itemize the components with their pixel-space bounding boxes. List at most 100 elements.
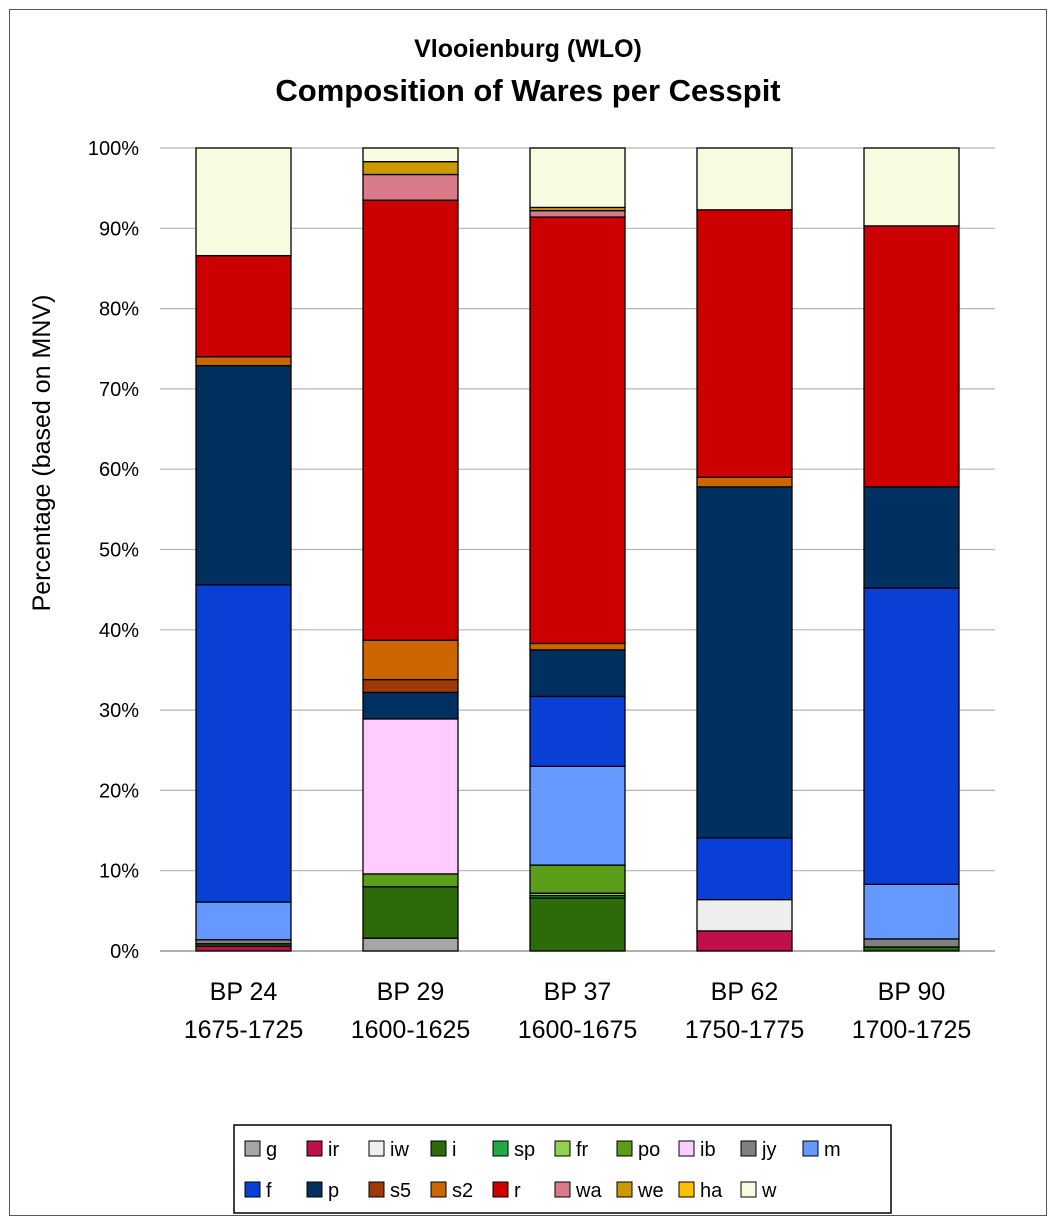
bar-segment-f <box>696 837 793 901</box>
bar-segment-ir <box>696 930 793 952</box>
legend-label: po <box>638 1139 660 1161</box>
y-tick-label: 60% <box>99 459 139 481</box>
legend-label: fr <box>576 1139 589 1161</box>
bar-segment-w <box>529 147 626 209</box>
bar-segment-po <box>362 873 459 888</box>
legend-swatch-i <box>430 1140 447 1157</box>
legend-label: w <box>761 1180 777 1202</box>
bar-segment-r <box>195 254 292 358</box>
y-axis-label: Percentage (based on MNV) <box>28 295 56 612</box>
y-tick-label: 50% <box>99 540 139 562</box>
y-tick-label: 10% <box>99 861 139 883</box>
bar-segment-r <box>863 225 960 488</box>
bar-stack <box>696 147 793 952</box>
x-axis-categories: BP 24 1675-1725 BP 29 1600-1625 BP 37 1600-16… <box>184 978 972 1044</box>
legend-swatch-m <box>802 1140 819 1157</box>
bar-segment-p <box>195 364 292 586</box>
bar-segment-po <box>529 864 626 894</box>
bar-segment-f <box>863 587 960 886</box>
bar-segment-g <box>362 937 459 952</box>
bar-segment-i <box>529 897 626 952</box>
bar-stack <box>362 147 459 952</box>
legend-swatch-s2 <box>430 1181 447 1198</box>
x-category-label: BP 62 <box>711 978 779 1006</box>
legend-label: f <box>266 1180 272 1202</box>
bar-segment-p <box>863 486 960 589</box>
bar-segment-w <box>696 147 793 211</box>
legend-label: jy <box>761 1139 776 1161</box>
legend-swatch-jy <box>740 1140 757 1157</box>
bar-segment-ir <box>195 945 292 952</box>
legend-swatch-iw <box>368 1140 385 1157</box>
legend-label: wa <box>575 1180 602 1202</box>
bars <box>195 147 960 952</box>
y-tick-label: 80% <box>99 299 139 321</box>
y-tick-label: 20% <box>99 780 139 802</box>
legend-label: we <box>637 1180 664 1202</box>
bar-stack <box>195 147 292 952</box>
x-category-period: 1600-1675 <box>518 1016 638 1044</box>
bar-segment-s2 <box>195 356 292 367</box>
x-category-period: 1675-1725 <box>184 1016 304 1044</box>
legend-label: g <box>266 1139 277 1161</box>
bar-stack <box>529 147 626 952</box>
chart-title: Vlooienburg (WLO) <box>414 35 642 63</box>
bar-segment-f <box>529 695 626 767</box>
legend-label: m <box>824 1139 841 1161</box>
bar-segment-we <box>362 161 459 176</box>
legend-label: i <box>452 1139 456 1161</box>
legend-label: r <box>514 1180 521 1202</box>
y-tick-label: 30% <box>99 700 139 722</box>
legend-swatch-ib <box>678 1140 695 1157</box>
legend-label: iw <box>390 1139 409 1161</box>
legend-swatch-po <box>616 1140 633 1157</box>
bar-segment-r <box>696 209 793 478</box>
legend-swatch-w <box>740 1181 757 1198</box>
bar-segment-s5 <box>362 678 459 694</box>
bar-segment-p <box>696 486 793 839</box>
legend-swatch-s5 <box>368 1181 385 1198</box>
legend-swatch-r <box>492 1181 509 1198</box>
bar-segment-r <box>529 216 626 645</box>
x-category-period: 1600-1625 <box>351 1016 471 1044</box>
bar-segment-s2 <box>362 639 459 681</box>
legend-swatch-fr <box>554 1140 571 1157</box>
legend-box <box>233 1124 892 1214</box>
bar-segment-m <box>863 883 960 940</box>
bar-segment-w <box>195 147 292 257</box>
legend-label: p <box>328 1180 339 1202</box>
legend-label: ir <box>328 1139 339 1161</box>
y-tick-label: 40% <box>99 620 139 642</box>
x-category-label: BP 37 <box>544 978 612 1006</box>
bar-segment-w <box>362 147 459 163</box>
legend-label: ib <box>700 1139 716 1161</box>
bar-segment-f <box>195 584 292 903</box>
bar-segment-s2 <box>529 642 626 651</box>
bar-segment-iw <box>696 898 793 932</box>
bar-segment-jy <box>863 938 960 948</box>
x-category-label: BP 90 <box>878 978 946 1006</box>
x-category-period: 1750-1775 <box>685 1016 805 1044</box>
x-category-label: BP 29 <box>377 978 445 1006</box>
legend-swatch-f <box>244 1181 261 1198</box>
bar-segment-r <box>362 199 459 641</box>
bar-segment-p <box>362 691 459 720</box>
chart-subtitle: Composition of Wares per Cesspit <box>275 73 780 108</box>
bar-segment-ib <box>362 718 459 875</box>
y-axis-ticks: 0% 10% 20% 30% 40% 50% 60% 70% 80% 90% 100% <box>88 138 139 963</box>
y-tick-label: 90% <box>99 218 139 240</box>
y-tick-label: 100% <box>88 138 139 160</box>
legend-swatch-ir <box>306 1140 323 1157</box>
legend-label: ha <box>700 1180 723 1202</box>
y-tick-label: 0% <box>110 941 139 963</box>
legend-label: s5 <box>390 1180 411 1202</box>
legend-swatch-ha <box>678 1181 695 1198</box>
legend-swatch-p <box>306 1181 323 1198</box>
y-tick-label: 70% <box>99 379 139 401</box>
legend: g ir iw i sp fr po ib jy m f p s5 s2 r wa we ha w <box>233 1124 892 1214</box>
bar-segment-m <box>529 765 626 866</box>
bar-segment-wa <box>362 173 459 201</box>
x-category-period: 1700-1725 <box>852 1016 972 1044</box>
bar-segment-s2 <box>696 476 793 488</box>
